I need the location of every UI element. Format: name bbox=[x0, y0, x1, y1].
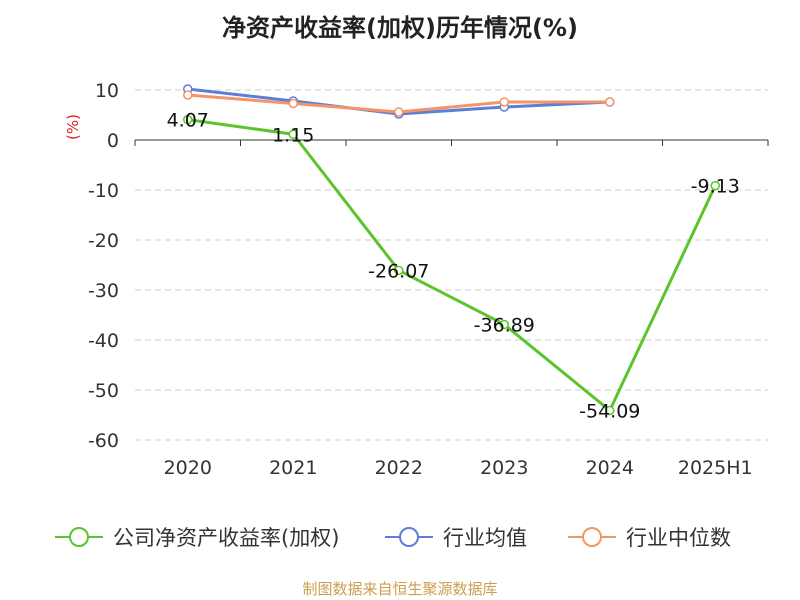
data-point bbox=[183, 90, 193, 100]
x-tick-label: 2024 bbox=[586, 457, 634, 479]
data-point bbox=[710, 180, 720, 191]
legend-label: 公司净资产收益率(加权) bbox=[113, 526, 339, 550]
data-point bbox=[288, 98, 298, 109]
data-point bbox=[605, 405, 615, 416]
y-tick-label: -30 bbox=[88, 280, 119, 302]
data-label: -9.13 bbox=[691, 176, 740, 198]
data-point bbox=[499, 319, 509, 330]
series-line bbox=[187, 118, 717, 412]
data-label: -54.09 bbox=[579, 400, 640, 422]
x-tick-label: 2021 bbox=[269, 457, 317, 479]
legend-label: 行业均值 bbox=[443, 526, 527, 550]
data-point bbox=[394, 107, 404, 117]
data-point bbox=[183, 114, 193, 125]
chart-title: 净资产收益率(加权)历年情况(%) bbox=[222, 14, 578, 42]
y-axis-label: (%) bbox=[64, 114, 82, 140]
data-point bbox=[605, 97, 615, 107]
x-tick-label: 2023 bbox=[480, 457, 528, 479]
y-tick-label: -20 bbox=[88, 230, 119, 252]
legend-marker bbox=[582, 527, 602, 547]
legend-marker bbox=[69, 527, 89, 547]
data-label: -26.07 bbox=[368, 260, 429, 282]
data-point bbox=[394, 265, 404, 276]
x-tick-label: 2020 bbox=[164, 457, 212, 479]
legend-label: 行业中位数 bbox=[626, 526, 731, 550]
data-point bbox=[288, 129, 298, 139]
data-label: 1.15 bbox=[272, 124, 314, 146]
y-tick-label: 0 bbox=[107, 130, 119, 152]
x-tick-label: 2025H1 bbox=[678, 457, 753, 479]
data-label: 4.07 bbox=[167, 110, 209, 132]
x-tick-label: 2022 bbox=[375, 457, 423, 479]
y-tick-label: -40 bbox=[88, 330, 119, 352]
y-tick-label: -10 bbox=[88, 180, 119, 202]
y-tick-label: -50 bbox=[88, 380, 119, 402]
legend-marker bbox=[399, 527, 419, 547]
data-label: -36.89 bbox=[474, 314, 535, 336]
source-note: 制图数据来自恒生聚源数据库 bbox=[302, 580, 498, 598]
y-tick-label: -60 bbox=[88, 430, 119, 452]
y-tick-label: 10 bbox=[95, 80, 119, 102]
data-point bbox=[499, 97, 509, 107]
